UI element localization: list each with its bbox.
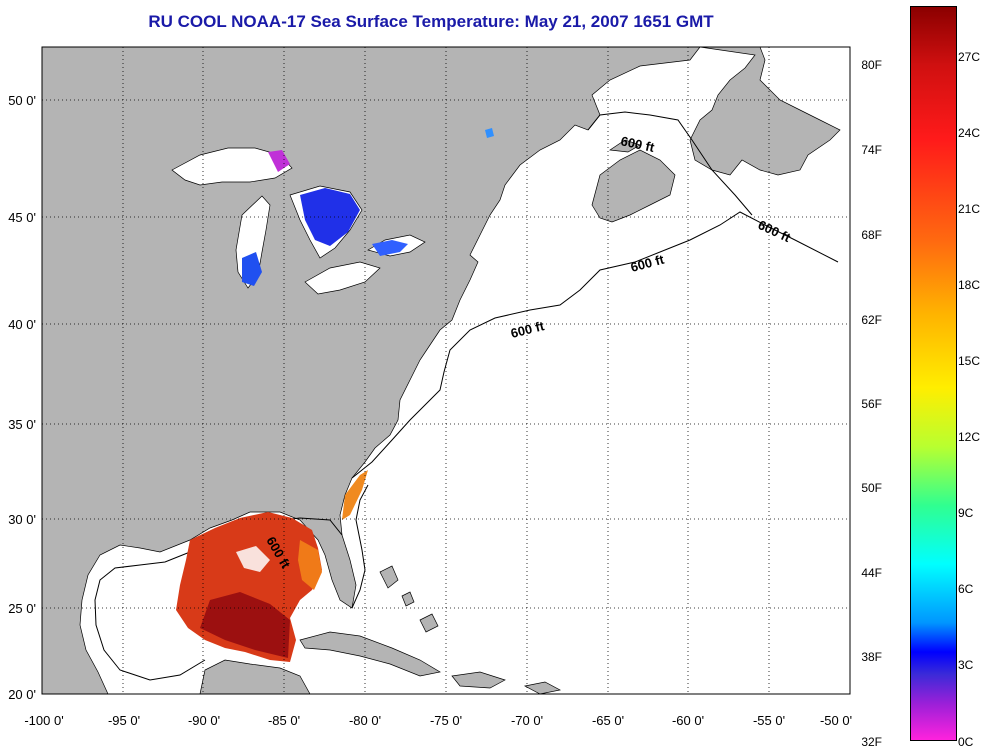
x-axis-labels: -100 0' -95 0' -90 0' -85 0' -80 0' -75 … <box>24 713 852 728</box>
lat-tick-label: 50 0' <box>8 93 36 108</box>
lon-tick-label: -90 0' <box>188 713 220 728</box>
lon-tick-label: -65 0' <box>592 713 624 728</box>
grid <box>42 47 850 694</box>
lon-tick-label: -100 0' <box>24 713 63 728</box>
lat-tick-label: 35 0' <box>8 417 36 432</box>
colorbar-f-label: 32F <box>861 735 882 749</box>
lat-tick-label: 25 0' <box>8 601 36 616</box>
colorbar-c-label: 27C <box>958 50 981 64</box>
lon-tick-label: -75 0' <box>430 713 462 728</box>
lat-tick-label: 30 0' <box>8 512 36 527</box>
sst-data <box>176 128 494 662</box>
lat-tick-label: 45 0' <box>8 210 36 225</box>
lon-tick-label: -50 0' <box>820 713 852 728</box>
lat-tick-label: 40 0' <box>8 317 36 332</box>
map-title: RU COOL NOAA-17 Sea Surface Temperature:… <box>148 12 714 31</box>
colorbar-c-label: 9C <box>958 506 974 520</box>
colorbar-c-label: 18C <box>958 278 981 292</box>
lon-tick-label: -60 0' <box>672 713 704 728</box>
colorbar-f-label: 56F <box>861 397 882 411</box>
colorbar-c-label: 12C <box>958 430 981 444</box>
lon-tick-label: -70 0' <box>511 713 543 728</box>
y-axis-labels: 50 0' 45 0' 40 0' 35 0' 30 0' 25 0' 20 0… <box>8 93 36 702</box>
lon-tick-label: -80 0' <box>349 713 381 728</box>
colorbar-c-label: 6C <box>958 582 974 596</box>
colorbar-f-label: 50F <box>861 481 882 495</box>
lon-tick-label: -95 0' <box>108 713 140 728</box>
colorbar-c-label: 0C <box>958 735 974 749</box>
colorbar-c-label: 15C <box>958 354 981 368</box>
colorbar-f-label: 44F <box>861 566 882 580</box>
colorbar-f-label: 62F <box>861 313 882 327</box>
contour-label: 600 ft <box>619 133 656 155</box>
plot-frame <box>41 46 851 695</box>
lon-tick-label: -85 0' <box>268 713 300 728</box>
colorbar-c-label: 3C <box>958 658 974 672</box>
colorbar-f-label: 74F <box>861 143 882 157</box>
colorbar-f-label: 38F <box>861 650 882 664</box>
colorbar-c-label: 24C <box>958 126 981 140</box>
lat-tick-label: 20 0' <box>8 687 36 702</box>
temperature-colorbar <box>910 6 957 741</box>
colorbar-f-label: 68F <box>861 228 882 242</box>
lon-tick-label: -55 0' <box>753 713 785 728</box>
colorbar-c-label: 21C <box>958 202 981 216</box>
land-masses <box>41 46 841 695</box>
colorbar-f-label: 80F <box>861 58 882 72</box>
